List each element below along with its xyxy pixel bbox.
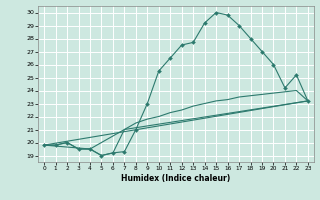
X-axis label: Humidex (Indice chaleur): Humidex (Indice chaleur) bbox=[121, 174, 231, 183]
